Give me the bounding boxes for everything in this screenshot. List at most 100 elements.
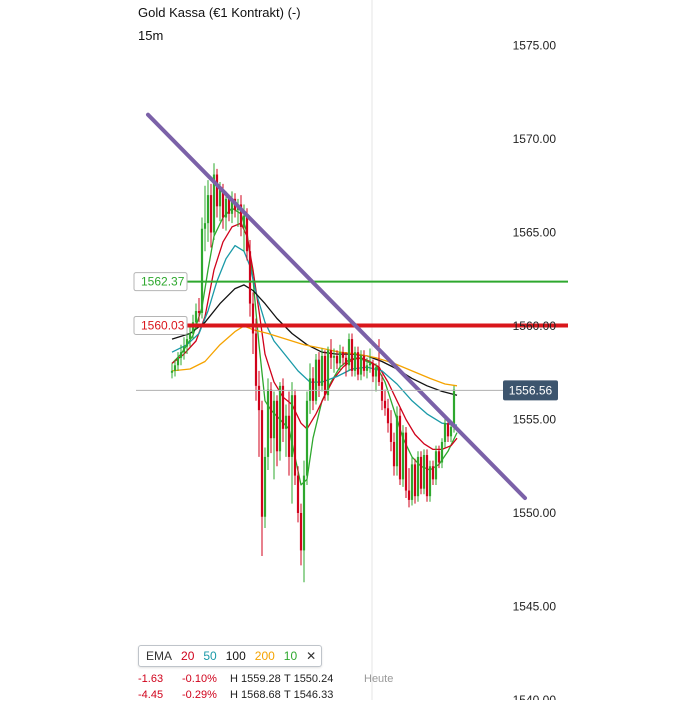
candle-body [215,174,219,207]
candle [398,408,402,485]
candle-body [410,464,414,500]
candle [437,445,441,469]
candle-body [434,451,438,480]
candle-body [248,251,252,304]
candle [203,185,207,252]
horizontal-lines[interactable]: 1562.37 1560.03 [133,272,568,335]
candle-body [263,456,267,517]
candle [323,350,327,401]
candle [209,183,213,248]
candle [170,363,174,379]
trendline[interactable] [146,112,527,501]
candle-body [422,455,426,489]
candle-body [281,385,285,429]
current-price-label: 1556.56 [509,383,553,397]
candle-body [446,423,450,437]
trendline-layer[interactable] [146,112,527,501]
stats-row-today: -1.63 -0.10% H 1559.28 T 1550.24 Heute [138,673,393,685]
ema-line-100 [171,284,458,396]
horizontal-line-label: 1562.37 [141,275,185,289]
candle [188,326,192,347]
candle [269,382,273,454]
candle-body [203,223,207,229]
candle [215,168,219,218]
candle-body [194,311,198,323]
candle-body [239,204,243,227]
y-axis: 1575.00 1570.00 1565.00 1560.00 1555.00 1550.… [513,39,557,701]
candle-body [365,365,369,371]
stat-low: T 1546.33 [284,689,334,701]
legend-period-100[interactable]: 100 [225,649,246,663]
candle-body [395,415,399,467]
legend-period-50[interactable]: 50 [203,649,217,663]
candle [371,359,375,383]
horizontal-line-label: 1560.03 [141,318,185,332]
stat-high: H 1568.68 [230,689,281,701]
candle [419,451,423,495]
chart-title: Gold Kassa (€1 Kontrakt) (-) [138,5,301,20]
candle-body [275,400,279,452]
stat-period: Heute [364,673,394,685]
y-axis-tick-label: 1565.00 [513,226,557,240]
candle [185,331,189,355]
candle-body [197,311,201,313]
candle [257,370,261,457]
candle [380,374,384,411]
current-price-layer: 1556.56 [136,380,558,401]
candle [446,419,450,442]
close-icon[interactable]: ✕ [306,649,317,663]
candle [413,458,417,504]
candle [428,460,432,502]
candle-body [431,466,435,480]
candle [392,432,396,476]
candle [275,395,279,467]
candle-body [392,441,396,467]
candle [287,391,291,476]
candle-body [218,189,222,207]
candle [431,460,435,485]
candle [251,292,255,355]
candle [182,337,186,360]
candle [389,410,393,452]
legend-period-200[interactable]: 200 [254,649,275,663]
stat-percent: -0.10% [182,673,217,685]
candle [353,346,357,377]
candle-body [257,385,261,411]
candle [341,346,345,366]
candle-body [200,228,204,313]
candle-body [419,456,423,489]
candle [374,363,378,392]
ema-legend[interactable]: EMA 20 50 100 200 10 ✕ [138,645,322,667]
candle-body [329,350,333,358]
horizontal-line-1560.03[interactable]: 1560.03 [133,315,568,335]
candle-body [182,346,186,353]
horizontal-line-label-box [133,315,188,335]
candle-body [443,423,447,442]
candle-body [341,352,345,358]
candle-body [308,378,312,401]
candle-body [206,195,210,224]
candle [395,406,399,476]
candle [344,352,348,377]
candle-body [362,355,366,371]
candle-body [440,441,444,463]
candle [290,382,294,504]
candle-body [374,367,378,377]
candle-body [416,456,420,497]
horizontal-line-1562.37[interactable]: 1562.37 [133,272,568,292]
candle [359,350,363,381]
candle-body [311,378,315,401]
candle-body [383,400,387,409]
candle-body [413,464,417,497]
candle-body [353,352,357,371]
stat-change: -1.63 [138,673,164,685]
candle-body [296,475,300,513]
ema-line-200 [171,325,458,387]
legend-period-20[interactable]: 20 [181,649,195,663]
y-axis-tick-label: 1575.00 [513,39,557,53]
legend-period-10[interactable]: 10 [283,649,298,663]
chart-interval[interactable]: 15m [138,28,164,43]
candle-body [338,352,342,364]
candle [239,195,243,237]
